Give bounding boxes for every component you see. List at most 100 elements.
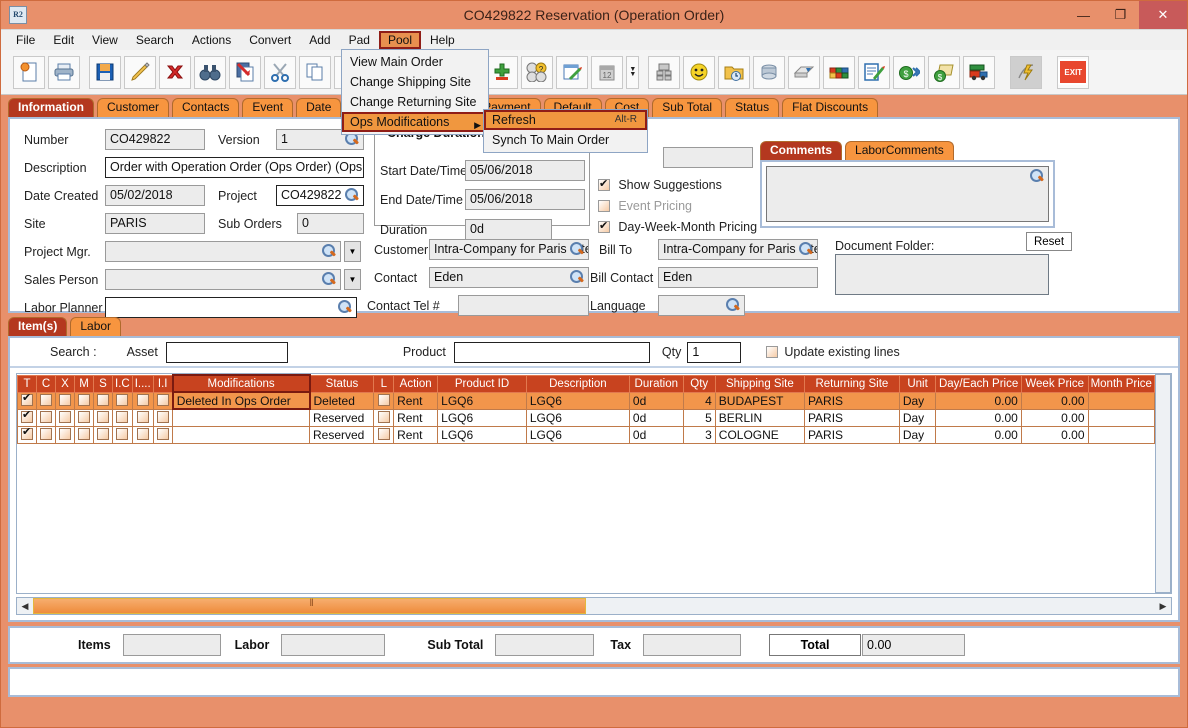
- grid-cell-status[interactable]: Deleted: [308, 391, 375, 410]
- grid-header-m[interactable]: M: [74, 374, 94, 393]
- grid-cell-shipping_site[interactable]: BUDAPEST: [714, 391, 805, 410]
- database-icon[interactable]: [823, 55, 856, 89]
- language-field[interactable]: [658, 295, 745, 316]
- grid-cell-action[interactable]: Rent: [393, 408, 439, 427]
- grid-checkbox-i4[interactable]: [136, 427, 149, 440]
- grid-cell-c[interactable]: [36, 408, 56, 427]
- product-input[interactable]: [453, 341, 650, 363]
- grid-cell-c[interactable]: [36, 391, 56, 410]
- start-date-field[interactable]: 05/06/2018: [465, 160, 585, 181]
- grid-cell-m[interactable]: [74, 425, 94, 444]
- project-mgr-dropdown-icon[interactable]: ▼: [344, 241, 361, 262]
- tab-items[interactable]: Item(s): [8, 317, 68, 336]
- grid-cell-unit[interactable]: Day: [898, 425, 937, 444]
- scroll-thumb[interactable]: [33, 598, 586, 614]
- grid-header-x[interactable]: X: [55, 374, 75, 393]
- grid-checkbox-x[interactable]: [59, 393, 71, 406]
- grid-cell-week_price[interactable]: 0.00: [1020, 425, 1089, 444]
- tab-event[interactable]: Event: [242, 98, 294, 117]
- grid-cell-duration[interactable]: 0d: [628, 425, 684, 444]
- grid-vertical-scrollbar[interactable]: [1155, 374, 1171, 593]
- smiley-icon[interactable]: [683, 55, 716, 89]
- tab-comments[interactable]: Comments: [760, 141, 843, 160]
- grid-cell-month_price[interactable]: [1087, 425, 1155, 444]
- insert-row-icon[interactable]: [229, 55, 261, 89]
- grid-cell-t[interactable]: [17, 425, 37, 444]
- grid-cell-day_each_price[interactable]: 0.00: [935, 408, 1022, 427]
- grid-header-status[interactable]: Status: [308, 374, 375, 393]
- grid-cell-shipping_site[interactable]: COLOGNE: [714, 425, 805, 444]
- day-week-month-pricing-row[interactable]: Day-Week-Month Pricing: [598, 219, 757, 234]
- grid-cell-returning_site[interactable]: PARIS: [803, 391, 900, 410]
- grid-cell-status[interactable]: Reserved: [308, 408, 375, 427]
- comments-textarea[interactable]: [766, 166, 1049, 222]
- scroll-track[interactable]: [33, 598, 1155, 614]
- grid-cell-l[interactable]: [373, 391, 395, 410]
- grid-checkbox-ii[interactable]: [156, 410, 169, 423]
- grid-header-qty[interactable]: Qty: [682, 374, 716, 393]
- grid-cell-ii[interactable]: [152, 391, 174, 410]
- money-doc-icon[interactable]: $: [928, 55, 961, 89]
- grid-cell-ic[interactable]: [112, 425, 133, 444]
- print-layout-icon[interactable]: [648, 55, 681, 89]
- grid-cell-description[interactable]: LGQ6: [525, 425, 630, 444]
- grid-header-t[interactable]: T: [17, 374, 37, 393]
- notepad-edit-icon[interactable]: [556, 55, 589, 89]
- show-suggestions-checkbox[interactable]: [598, 177, 610, 191]
- grid-header-shipping_site[interactable]: Shipping Site: [714, 374, 805, 393]
- exit-icon[interactable]: EXIT: [1057, 55, 1090, 89]
- grid-cell-s[interactable]: [93, 408, 113, 427]
- document-folder-field[interactable]: [835, 254, 1049, 295]
- grid-cell-m[interactable]: [74, 391, 94, 410]
- grid-checkbox-s[interactable]: [97, 393, 109, 406]
- grid-cell-month_price[interactable]: [1087, 408, 1155, 427]
- grid-checkbox-ii[interactable]: [156, 393, 169, 406]
- menu-actions[interactable]: Actions: [191, 33, 232, 47]
- grid-checkbox-c[interactable]: [40, 410, 52, 423]
- table-row[interactable]: Deleted In Ops OrderDeletedRentLGQ6LGQ60…: [17, 391, 1155, 410]
- grid-cell-i4[interactable]: [131, 408, 154, 427]
- grid-header-month_price[interactable]: Month Price: [1087, 374, 1155, 393]
- menu-help[interactable]: Help: [430, 33, 455, 47]
- search-icon[interactable]: [322, 244, 337, 261]
- search-icon[interactable]: [570, 242, 585, 259]
- grid-cell-week_price[interactable]: 0.00: [1020, 391, 1089, 410]
- grid-checkbox-ic[interactable]: [116, 427, 129, 440]
- grid-header-ii[interactable]: I.I: [152, 374, 174, 393]
- grid-header-ic[interactable]: I.C: [112, 374, 133, 393]
- grid-cell-day_each_price[interactable]: 0.00: [935, 391, 1022, 410]
- grid-cell-description[interactable]: LGQ6: [525, 408, 630, 427]
- grid-checkbox-s[interactable]: [97, 427, 109, 440]
- menu-change-returning-site[interactable]: Change Returning Site: [350, 95, 477, 109]
- table-row[interactable]: ReservedRentLGQ6LGQ60d5BERLINPARISDay0.0…: [17, 408, 1155, 427]
- grid-header-action[interactable]: Action: [393, 374, 439, 393]
- grid-checkbox-l[interactable]: [377, 427, 390, 440]
- save-icon[interactable]: [89, 55, 121, 89]
- menu-view-main-order[interactable]: View Main Order: [350, 55, 443, 69]
- grid-cell-qty[interactable]: 5: [682, 408, 716, 427]
- project-field[interactable]: CO429822: [276, 185, 364, 206]
- keyboard-icon[interactable]: [788, 55, 821, 89]
- grid-header-modifications[interactable]: Modifications: [171, 374, 311, 393]
- tab-flat-discounts[interactable]: Flat Discounts: [782, 98, 879, 117]
- new-document-icon[interactable]: [13, 55, 45, 89]
- grid-cell-product_id[interactable]: LGQ6: [437, 391, 527, 410]
- site-field[interactable]: PARIS: [105, 213, 205, 234]
- grid-cell-unit[interactable]: Day: [898, 408, 937, 427]
- grid-header-duration[interactable]: Duration: [628, 374, 684, 393]
- grid-checkbox-t[interactable]: [21, 427, 33, 440]
- scroll-left-icon[interactable]: ◀: [21, 600, 29, 611]
- description-field[interactable]: Order with Operation Order (Ops Order) (…: [105, 157, 364, 178]
- customer-field[interactable]: Intra-Company for Paris Site: [429, 239, 589, 260]
- day-week-month-pricing-checkbox[interactable]: [598, 219, 610, 233]
- labor-planner-field[interactable]: [105, 297, 357, 318]
- grid-checkbox-c[interactable]: [40, 427, 52, 440]
- grid-cell-i4[interactable]: [131, 391, 154, 410]
- grid-checkbox-x[interactable]: [59, 410, 71, 423]
- tab-sub-total[interactable]: Sub Total: [652, 98, 723, 117]
- grid-cell-ii[interactable]: [152, 408, 174, 427]
- grid-cell-day_each_price[interactable]: 0.00: [935, 425, 1022, 444]
- search-icon[interactable]: [726, 298, 741, 315]
- number-field[interactable]: CO429822: [105, 129, 205, 150]
- grid-header-week_price[interactable]: Week Price: [1020, 374, 1089, 393]
